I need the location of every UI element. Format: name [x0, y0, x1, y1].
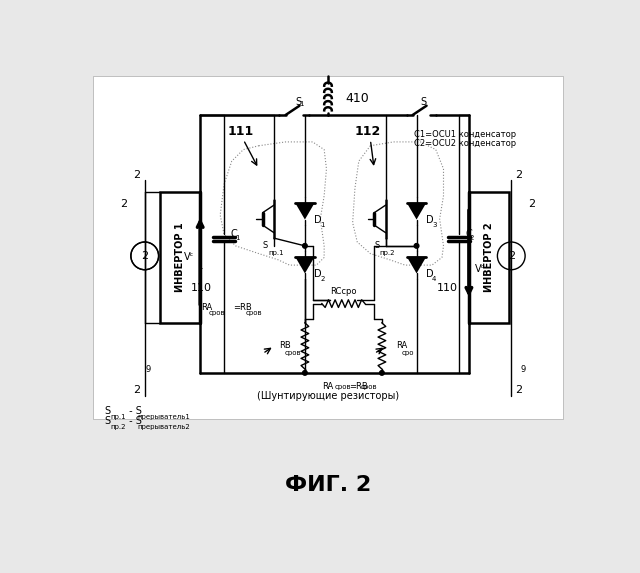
Text: S: S — [105, 417, 111, 426]
Text: RB: RB — [279, 342, 291, 351]
Text: 2: 2 — [529, 198, 536, 209]
Polygon shape — [407, 203, 426, 219]
Text: C: C — [465, 229, 472, 240]
Text: (Шунтирующие резисторы): (Шунтирующие резисторы) — [257, 391, 399, 401]
Text: 2: 2 — [134, 170, 141, 180]
Text: ИНВЕРТОР 1: ИНВЕРТОР 1 — [175, 222, 185, 292]
Text: - S: - S — [126, 406, 142, 417]
Text: сров: сров — [246, 310, 262, 316]
Text: сров: сров — [334, 384, 351, 390]
Text: RA: RA — [396, 342, 407, 351]
Text: D: D — [426, 269, 433, 280]
Text: S: S — [420, 97, 426, 107]
Circle shape — [303, 244, 307, 248]
Bar — [93, 76, 563, 419]
Text: 2: 2 — [134, 385, 141, 395]
Text: 2: 2 — [515, 385, 522, 395]
Text: сров: сров — [284, 350, 301, 356]
Text: пр.1: пр.1 — [268, 250, 284, 256]
Polygon shape — [407, 257, 426, 273]
Text: 1: 1 — [320, 222, 325, 228]
Text: RA: RA — [323, 382, 333, 391]
Text: 2: 2 — [470, 235, 474, 241]
Text: ФИГ. 2: ФИГ. 2 — [285, 474, 371, 494]
Text: Vᶜ: Vᶜ — [184, 253, 194, 262]
Text: C2=OCU2 конденсатор: C2=OCU2 конденсатор — [414, 139, 516, 148]
Text: 1: 1 — [198, 264, 202, 269]
Text: S: S — [105, 406, 111, 417]
Text: 111: 111 — [228, 125, 254, 139]
Text: C: C — [230, 229, 237, 240]
Text: =RB: =RB — [234, 303, 252, 312]
Circle shape — [380, 371, 384, 375]
Text: D: D — [314, 215, 322, 225]
Text: 3: 3 — [432, 222, 436, 228]
Text: пр.2: пр.2 — [110, 425, 125, 430]
Text: RCсро: RCсро — [330, 287, 356, 296]
Text: сров: сров — [361, 384, 378, 390]
Text: S: S — [374, 241, 380, 250]
Text: ИНВЕРТОР 2: ИНВЕРТОР 2 — [484, 222, 494, 292]
Text: 2: 2 — [320, 276, 324, 282]
Text: 110: 110 — [191, 283, 211, 293]
Text: 110: 110 — [437, 283, 458, 293]
Text: Vᶜ: Vᶜ — [475, 264, 485, 274]
Text: пр.1: пр.1 — [110, 414, 125, 421]
Circle shape — [414, 244, 419, 248]
Text: D: D — [426, 215, 433, 225]
Circle shape — [303, 371, 307, 375]
Text: S: S — [295, 97, 301, 107]
Text: прерыватель1: прерыватель1 — [137, 414, 190, 421]
Text: 2: 2 — [141, 251, 148, 261]
Text: прерыватель2: прерыватель2 — [137, 425, 190, 430]
Circle shape — [497, 242, 525, 270]
Polygon shape — [295, 203, 315, 219]
Text: 2: 2 — [515, 170, 522, 180]
Text: 9: 9 — [146, 364, 151, 374]
Text: сро: сро — [401, 350, 413, 356]
Text: 2: 2 — [120, 198, 127, 209]
Text: RA: RA — [201, 303, 212, 312]
Circle shape — [131, 242, 159, 270]
Polygon shape — [295, 257, 315, 273]
Text: сров: сров — [209, 310, 225, 316]
Text: 1: 1 — [235, 235, 239, 241]
Text: 410: 410 — [345, 92, 369, 104]
Bar — [160, 192, 200, 323]
Bar — [469, 192, 509, 323]
Text: 2: 2 — [508, 251, 515, 261]
Text: 9: 9 — [520, 364, 525, 374]
Text: =RB: =RB — [349, 382, 368, 391]
Text: C1=OCU1 конденсатор: C1=OCU1 конденсатор — [414, 129, 516, 139]
Text: пр.2: пр.2 — [380, 250, 395, 256]
Text: 112: 112 — [355, 125, 381, 139]
Text: 1: 1 — [300, 101, 304, 107]
Text: S: S — [262, 241, 268, 250]
Text: 4: 4 — [432, 276, 436, 282]
Text: - S: - S — [126, 417, 142, 426]
Text: D: D — [314, 269, 322, 280]
